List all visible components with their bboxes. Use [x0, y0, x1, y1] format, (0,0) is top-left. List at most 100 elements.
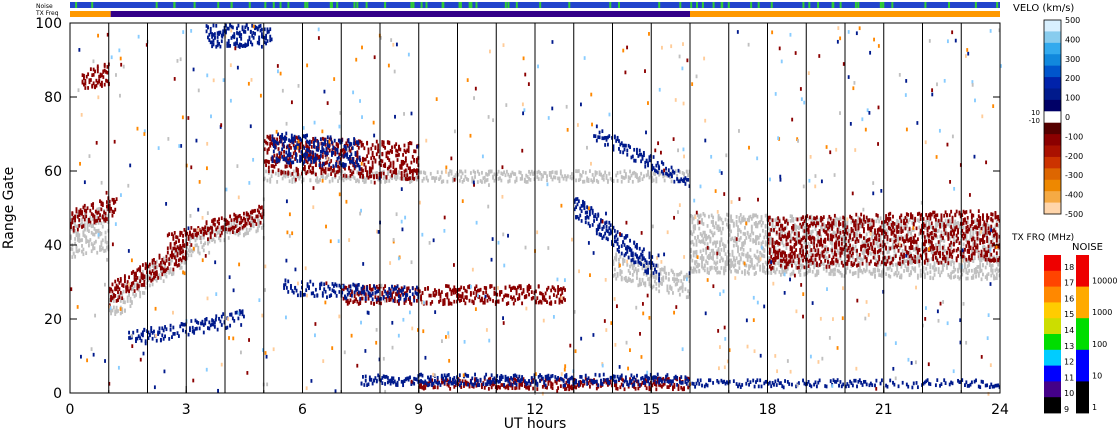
scatter-cell [791, 246, 793, 250]
scatter-cell [194, 230, 197, 235]
scatter-cell [950, 271, 953, 276]
scatter-cell [389, 163, 392, 168]
scatter-cell [463, 298, 465, 303]
scatter-cell [415, 159, 418, 164]
scatter-cell [828, 264, 831, 269]
scatter-cell [97, 221, 100, 225]
scatter-cell [195, 233, 198, 238]
scatter-cell [867, 248, 870, 253]
scatter-cell [92, 232, 95, 237]
scatter-cell [977, 237, 980, 241]
scatter-cell [698, 226, 701, 231]
scatter-cell [258, 222, 261, 227]
scatter-cell [828, 238, 831, 242]
scatter-cell [474, 170, 476, 175]
scatter-cell [833, 222, 836, 227]
scatter-cell [972, 259, 975, 263]
scatter-cell [105, 70, 108, 74]
scatter-cell [773, 266, 775, 270]
scatter-cell [820, 225, 822, 230]
scatter-cell [771, 251, 774, 256]
scatter-cell [771, 237, 774, 242]
scatter-cell [133, 289, 136, 293]
scatter-cell [800, 225, 803, 229]
scatter-cell [719, 240, 721, 245]
scatter-cell [770, 270, 773, 274]
scatter-cell [864, 269, 867, 274]
scatter-cell [903, 258, 906, 263]
scatter-cell [624, 275, 627, 280]
scatter-cell [750, 226, 753, 231]
scatter-cell [207, 241, 209, 245]
scatter-cell [153, 275, 155, 280]
scatter-cell [795, 224, 798, 229]
scatter-cell [990, 273, 993, 278]
scatter-cell [552, 293, 555, 297]
scatter-cell [849, 243, 852, 248]
scatter-cell [880, 260, 883, 265]
scatter-cell [514, 386, 517, 391]
scatter-cell [800, 263, 803, 268]
scatter-cell [757, 235, 760, 240]
scatter-cell [521, 301, 524, 306]
scatter-cell [140, 272, 143, 276]
scatter-cell [396, 149, 399, 154]
scatter-cell [162, 267, 165, 272]
scatter-cell [78, 237, 81, 241]
scatter-cell [815, 269, 818, 274]
scatter-cell [838, 269, 840, 274]
scatter-cell [770, 217, 773, 222]
scatter-cell [674, 169, 677, 174]
scatter-cell [497, 169, 500, 174]
scatter-cell [299, 145, 302, 150]
scatter-cell [327, 173, 330, 177]
scatter-cell [800, 237, 803, 242]
scatter-cell [557, 285, 560, 289]
scatter-cell [874, 233, 876, 237]
scatter-cell [458, 287, 461, 292]
scatter-cell [364, 165, 367, 170]
scatter-cell [374, 159, 377, 164]
scatter-cell [820, 237, 822, 242]
scatter-cell [947, 257, 950, 261]
scatter-cell [133, 294, 136, 299]
scatter-cell [334, 173, 337, 177]
scatter-cell [388, 141, 391, 146]
scatter-cell [182, 239, 184, 243]
scatter-cell [701, 254, 703, 258]
scatter-cell [932, 265, 935, 270]
noise-bar-label: Noise [36, 3, 53, 10]
scatter-cell [367, 147, 370, 152]
scatter-cell [872, 269, 875, 274]
scatter-cell [719, 252, 721, 257]
scatter-cell [233, 217, 236, 222]
scatter-cell [845, 243, 847, 247]
scatter-cell [363, 285, 366, 290]
scatter-cell [165, 254, 168, 259]
scatter-cell [696, 221, 699, 226]
scatter-cell [385, 298, 388, 303]
scatter-cell [655, 276, 658, 280]
scatter-cell [828, 272, 831, 276]
scatter-cell [846, 223, 849, 227]
scatter-cell [497, 384, 500, 389]
scatter-cell [833, 242, 836, 247]
scatter-cell [811, 258, 814, 263]
scatter-cell [74, 254, 77, 259]
scatter-cell [561, 287, 564, 292]
scatter-cell [629, 277, 631, 282]
scatter-cell [987, 237, 990, 241]
scatter-cell [986, 261, 989, 266]
scatter-cell [528, 386, 530, 391]
scatter-cell [177, 251, 180, 255]
scatter-cell [764, 260, 767, 265]
txfreq-segment [70, 11, 111, 17]
scatter-cell [258, 210, 261, 215]
scatter-cell [400, 174, 403, 179]
scatter-cell [119, 277, 122, 281]
scatter-cell [191, 249, 194, 254]
scatter-cell [770, 247, 773, 252]
scatter-cell [991, 271, 994, 275]
scatter-cell [500, 171, 503, 176]
scatter-cell [191, 234, 194, 239]
